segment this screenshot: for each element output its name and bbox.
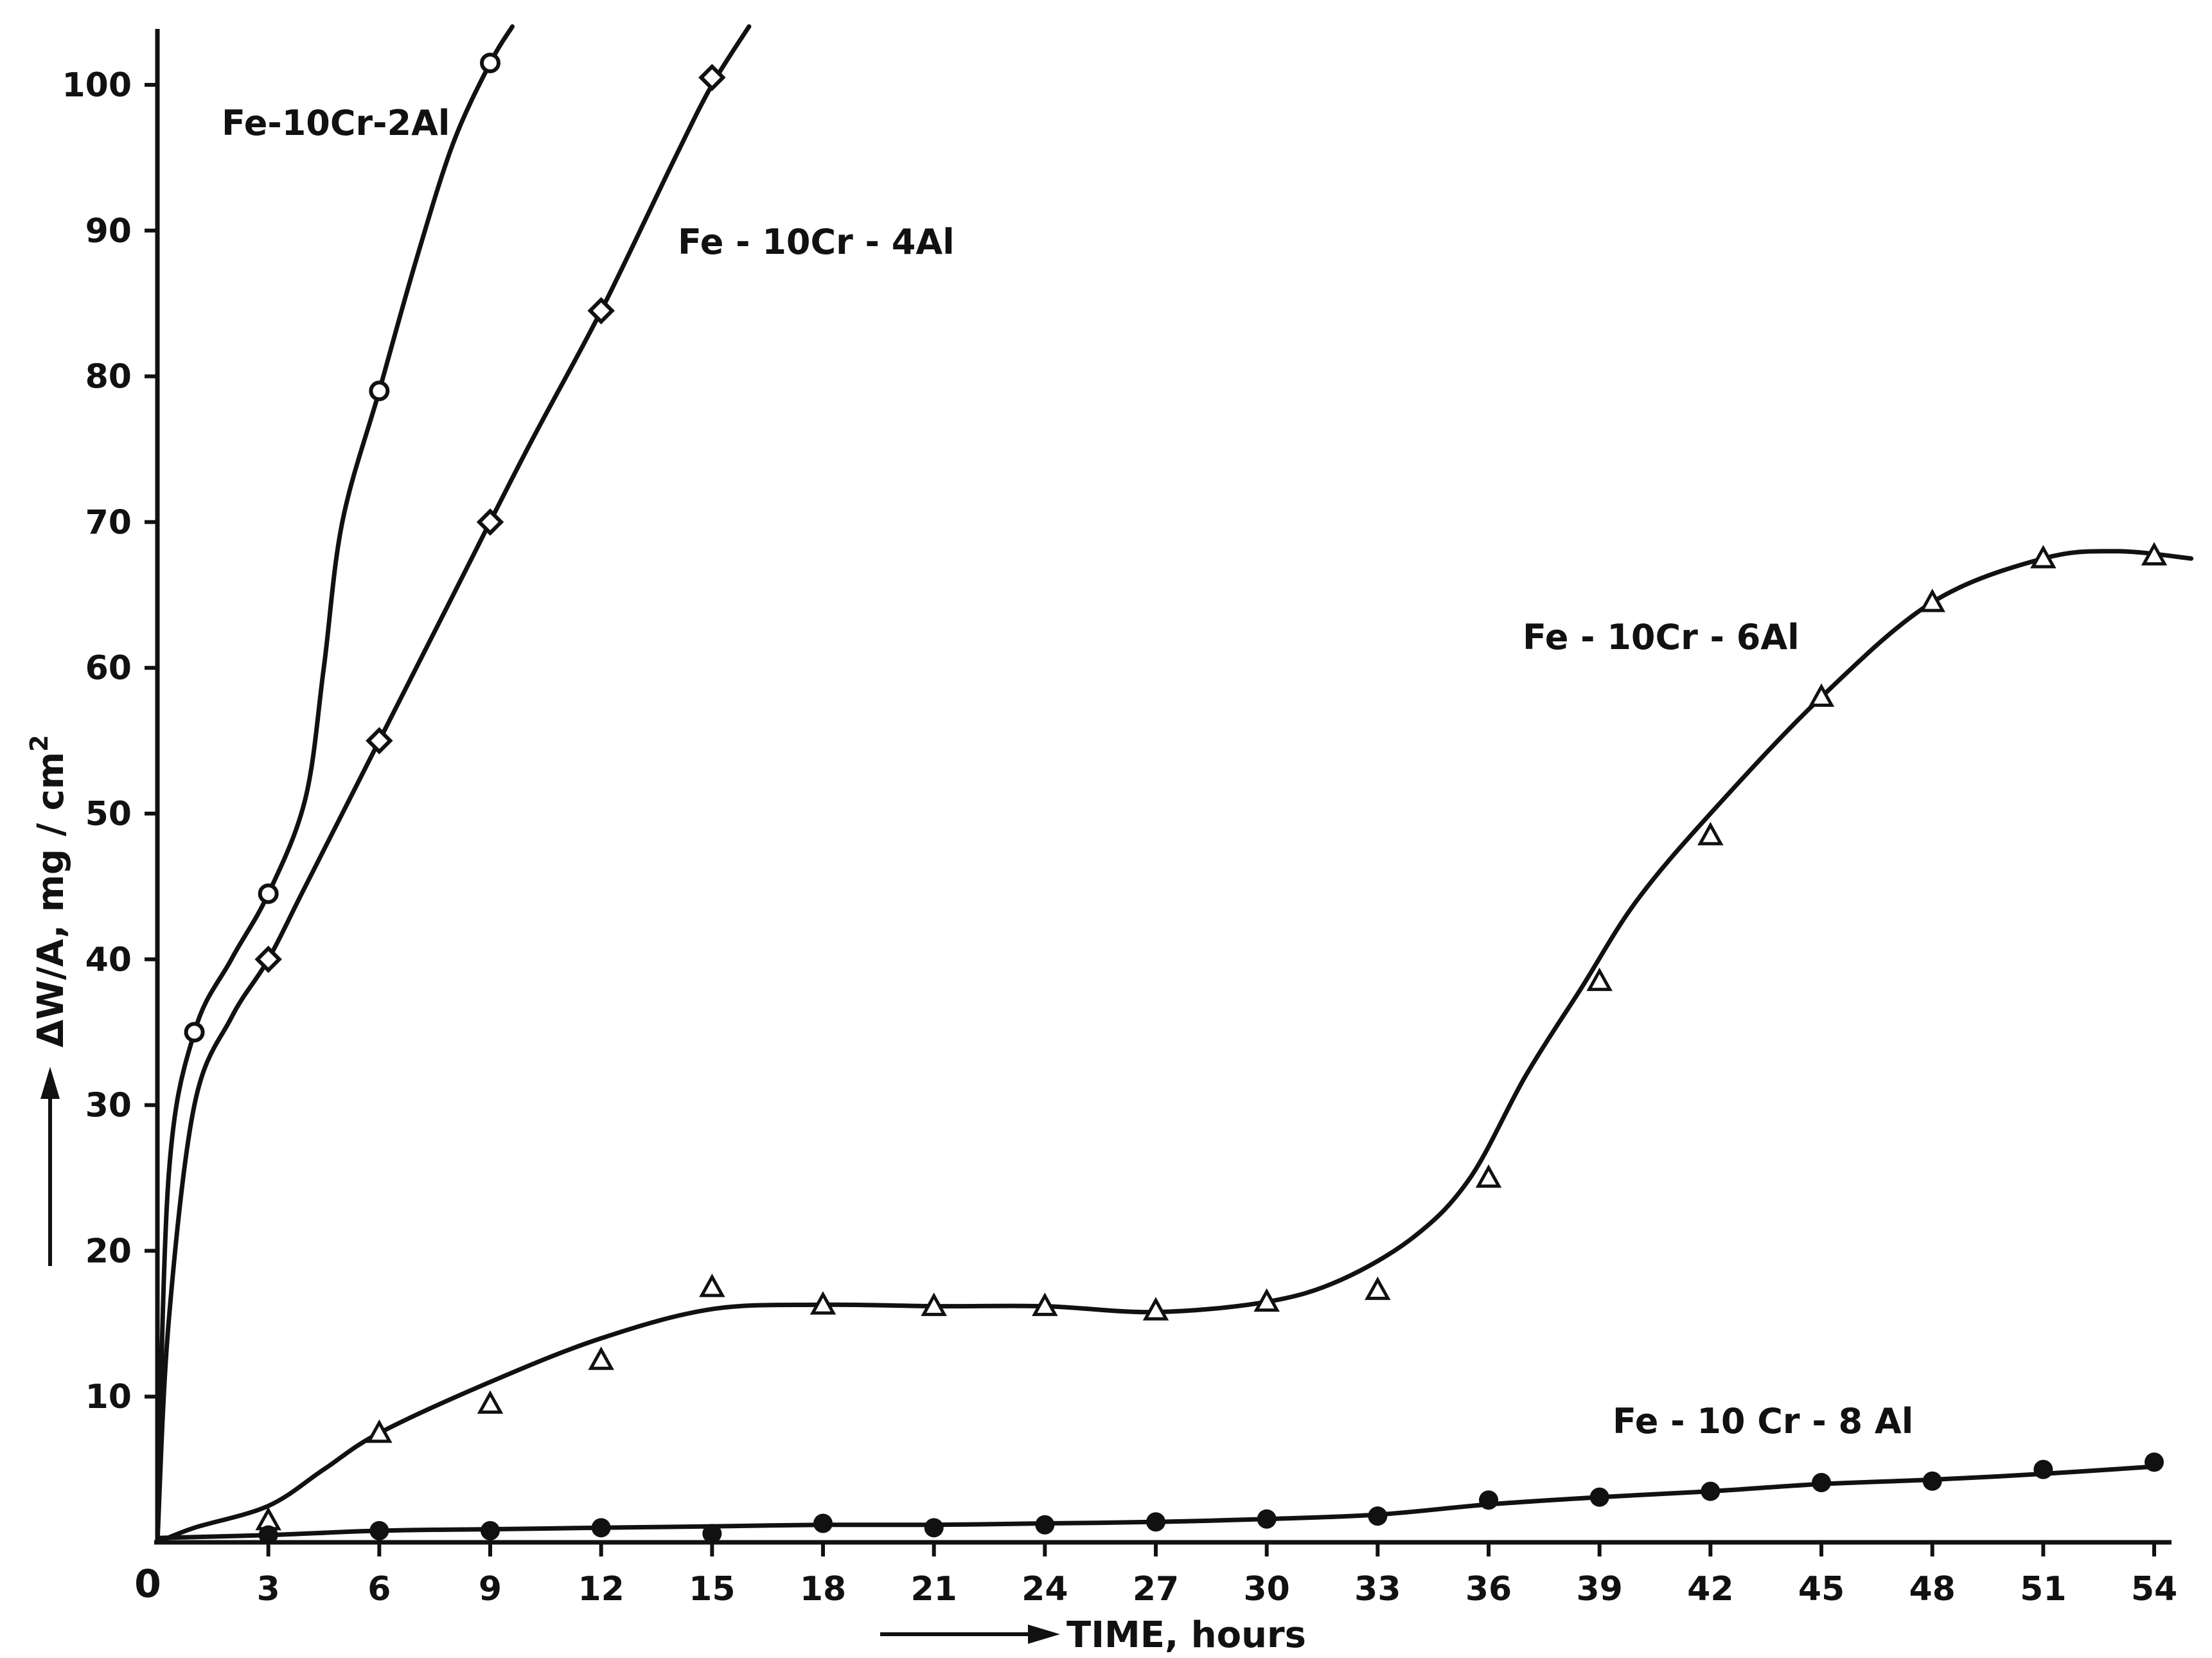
point-fe-10cr-6al-42 <box>1697 821 1724 846</box>
point-fe-10cr-6al-39 <box>1586 967 1613 992</box>
point-fe-10cr-8al-42 <box>1701 1481 1721 1501</box>
y-tick-label-30: 30 <box>85 1087 132 1125</box>
series-label-fe-10cr-2al: Fe-10Cr-2Al <box>222 103 450 143</box>
point-fe-10cr-8al-33 <box>1368 1506 1388 1526</box>
x-tick-label-51: 51 <box>2020 1570 2066 1609</box>
series-label-fe-10cr-6al: Fe - 10Cr - 6Al <box>1523 617 1800 657</box>
series-label-fe-10cr-8al: Fe - 10 Cr - 8 Al <box>1613 1401 1913 1441</box>
point-fe-10cr-8al-3 <box>258 1525 278 1545</box>
point-fe-10cr-8al-27 <box>1146 1512 1165 1532</box>
curve-fe-10cr-4al <box>155 24 752 1545</box>
point-fe-10cr-6al-36 <box>1475 1164 1502 1188</box>
series-label-fe-10cr-4al: Fe - 10Cr - 4Al <box>678 222 955 262</box>
point-fe-10cr-6al-12 <box>588 1346 614 1370</box>
x-tick-label-45: 45 <box>1798 1570 1845 1609</box>
point-fe-10cr-2al-1 <box>184 1022 205 1043</box>
y-tick-label-90: 90 <box>85 212 132 251</box>
point-fe-10cr-6al-21 <box>921 1292 947 1316</box>
point-fe-10cr-8al-24 <box>1035 1515 1055 1535</box>
point-fe-10cr-8al-15 <box>702 1524 722 1544</box>
curve-fe-10cr-2al <box>155 24 515 1545</box>
x-tick-label-18: 18 <box>800 1570 846 1609</box>
point-fe-10cr-4al-15 <box>698 64 726 91</box>
point-fe-10cr-6al-54 <box>2141 542 2168 566</box>
point-fe-10cr-8al-39 <box>1589 1487 1609 1507</box>
y-tick-label-20: 20 <box>85 1232 132 1270</box>
x-tick-label-9: 9 <box>479 1570 502 1609</box>
tick-group: 3 6 9 12 15 18 21 24 27 30 33 36 39 42 45 48 51 541020304… <box>62 66 2177 1609</box>
x-tick-label-36: 36 <box>1465 1570 1512 1609</box>
x-axis-title: TIME, hours <box>1066 1614 1306 1656</box>
point-fe-10cr-6al-27 <box>1142 1297 1169 1321</box>
x-tick-label-3: 3 <box>257 1570 280 1609</box>
point-fe-10cr-8al-30 <box>1257 1509 1277 1529</box>
point-fe-10cr-8al-54 <box>2145 1452 2164 1472</box>
x-tick-label-39: 39 <box>1576 1570 1622 1609</box>
x-tick-label-42: 42 <box>1687 1570 1733 1609</box>
x-tick-label-48: 48 <box>1909 1570 1955 1609</box>
point-fe-10cr-2al-6 <box>369 380 390 402</box>
point-fe-10cr-4al-12 <box>587 297 615 325</box>
point-fe-10cr-4al-9 <box>476 508 504 536</box>
y-tick-label-40: 40 <box>85 941 132 979</box>
point-fe-10cr-6al-24 <box>1032 1292 1058 1316</box>
point-fe-10cr-6al-9 <box>477 1390 504 1414</box>
curve-fe-10cr-6al <box>155 549 2194 1545</box>
point-fe-10cr-8al-12 <box>591 1518 611 1538</box>
point-fe-10cr-6al-33 <box>1365 1276 1391 1300</box>
x-tick-label-15: 15 <box>689 1570 735 1609</box>
y-axis-title-superscript: 2 <box>25 735 53 751</box>
point-fe-10cr-4al-3 <box>254 945 282 974</box>
y-axis-title: ΔW/A, mg / cm2 <box>25 735 72 1047</box>
y-tick-label-100: 100 <box>62 66 132 105</box>
y-axis-title-group: ΔW/A, mg / cm2 <box>25 735 72 1266</box>
point-fe-10cr-8al-51 <box>2033 1459 2053 1479</box>
y-tick-label-70: 70 <box>85 503 132 542</box>
point-fe-10cr-6al-6 <box>366 1419 393 1443</box>
point-fe-10cr-8al-36 <box>1479 1490 1498 1510</box>
series-labels: Fe-10Cr-2Al Fe - 10Cr - 4Al Fe - 10Cr - … <box>222 103 1913 1441</box>
x-axis-title-group: TIME, hours <box>880 1614 1306 1656</box>
point-fe-10cr-6al-15 <box>699 1273 725 1297</box>
x-tick-label-30: 30 <box>1243 1570 1289 1609</box>
point-fe-10cr-8al-9 <box>481 1520 500 1540</box>
y-tick-label-10: 10 <box>85 1378 132 1416</box>
y-axis-arrow-head <box>40 1067 60 1099</box>
x-origin-label: 0 <box>134 1562 161 1607</box>
point-fe-10cr-6al-51 <box>2030 544 2057 569</box>
point-fe-10cr-6al-48 <box>1919 588 1945 612</box>
point-fe-10cr-6al-45 <box>1808 683 1835 707</box>
point-fe-10cr-8al-48 <box>1922 1471 1942 1491</box>
x-tick-label-12: 12 <box>578 1570 624 1609</box>
point-fe-10cr-6al-30 <box>1253 1288 1280 1312</box>
x-tick-label-54: 54 <box>2131 1570 2177 1609</box>
y-axis-title-main: ΔW/A, mg / cm <box>30 752 72 1047</box>
point-fe-10cr-8al-18 <box>813 1513 833 1533</box>
marker-group <box>184 52 2168 1545</box>
x-tick-label-24: 24 <box>1022 1570 1068 1609</box>
x-axis-arrow-head <box>1028 1625 1060 1644</box>
y-tick-label-80: 80 <box>85 358 132 397</box>
curve-group <box>155 24 2194 1545</box>
x-tick-label-33: 33 <box>1354 1570 1401 1609</box>
point-fe-10cr-8al-45 <box>1812 1473 1831 1493</box>
x-tick-label-6: 6 <box>367 1570 391 1609</box>
y-tick-label-60: 60 <box>85 649 132 688</box>
x-tick-label-27: 27 <box>1133 1570 1179 1609</box>
point-fe-10cr-4al-6 <box>366 727 393 754</box>
point-fe-10cr-2al-9 <box>480 52 500 73</box>
point-fe-10cr-6al-18 <box>810 1291 836 1315</box>
y-tick-label-50: 50 <box>85 795 132 833</box>
point-fe-10cr-8al-21 <box>924 1518 944 1538</box>
x-tick-label-21: 21 <box>910 1570 957 1609</box>
point-fe-10cr-2al-3 <box>258 883 279 904</box>
point-fe-10cr-8al-6 <box>369 1520 389 1540</box>
